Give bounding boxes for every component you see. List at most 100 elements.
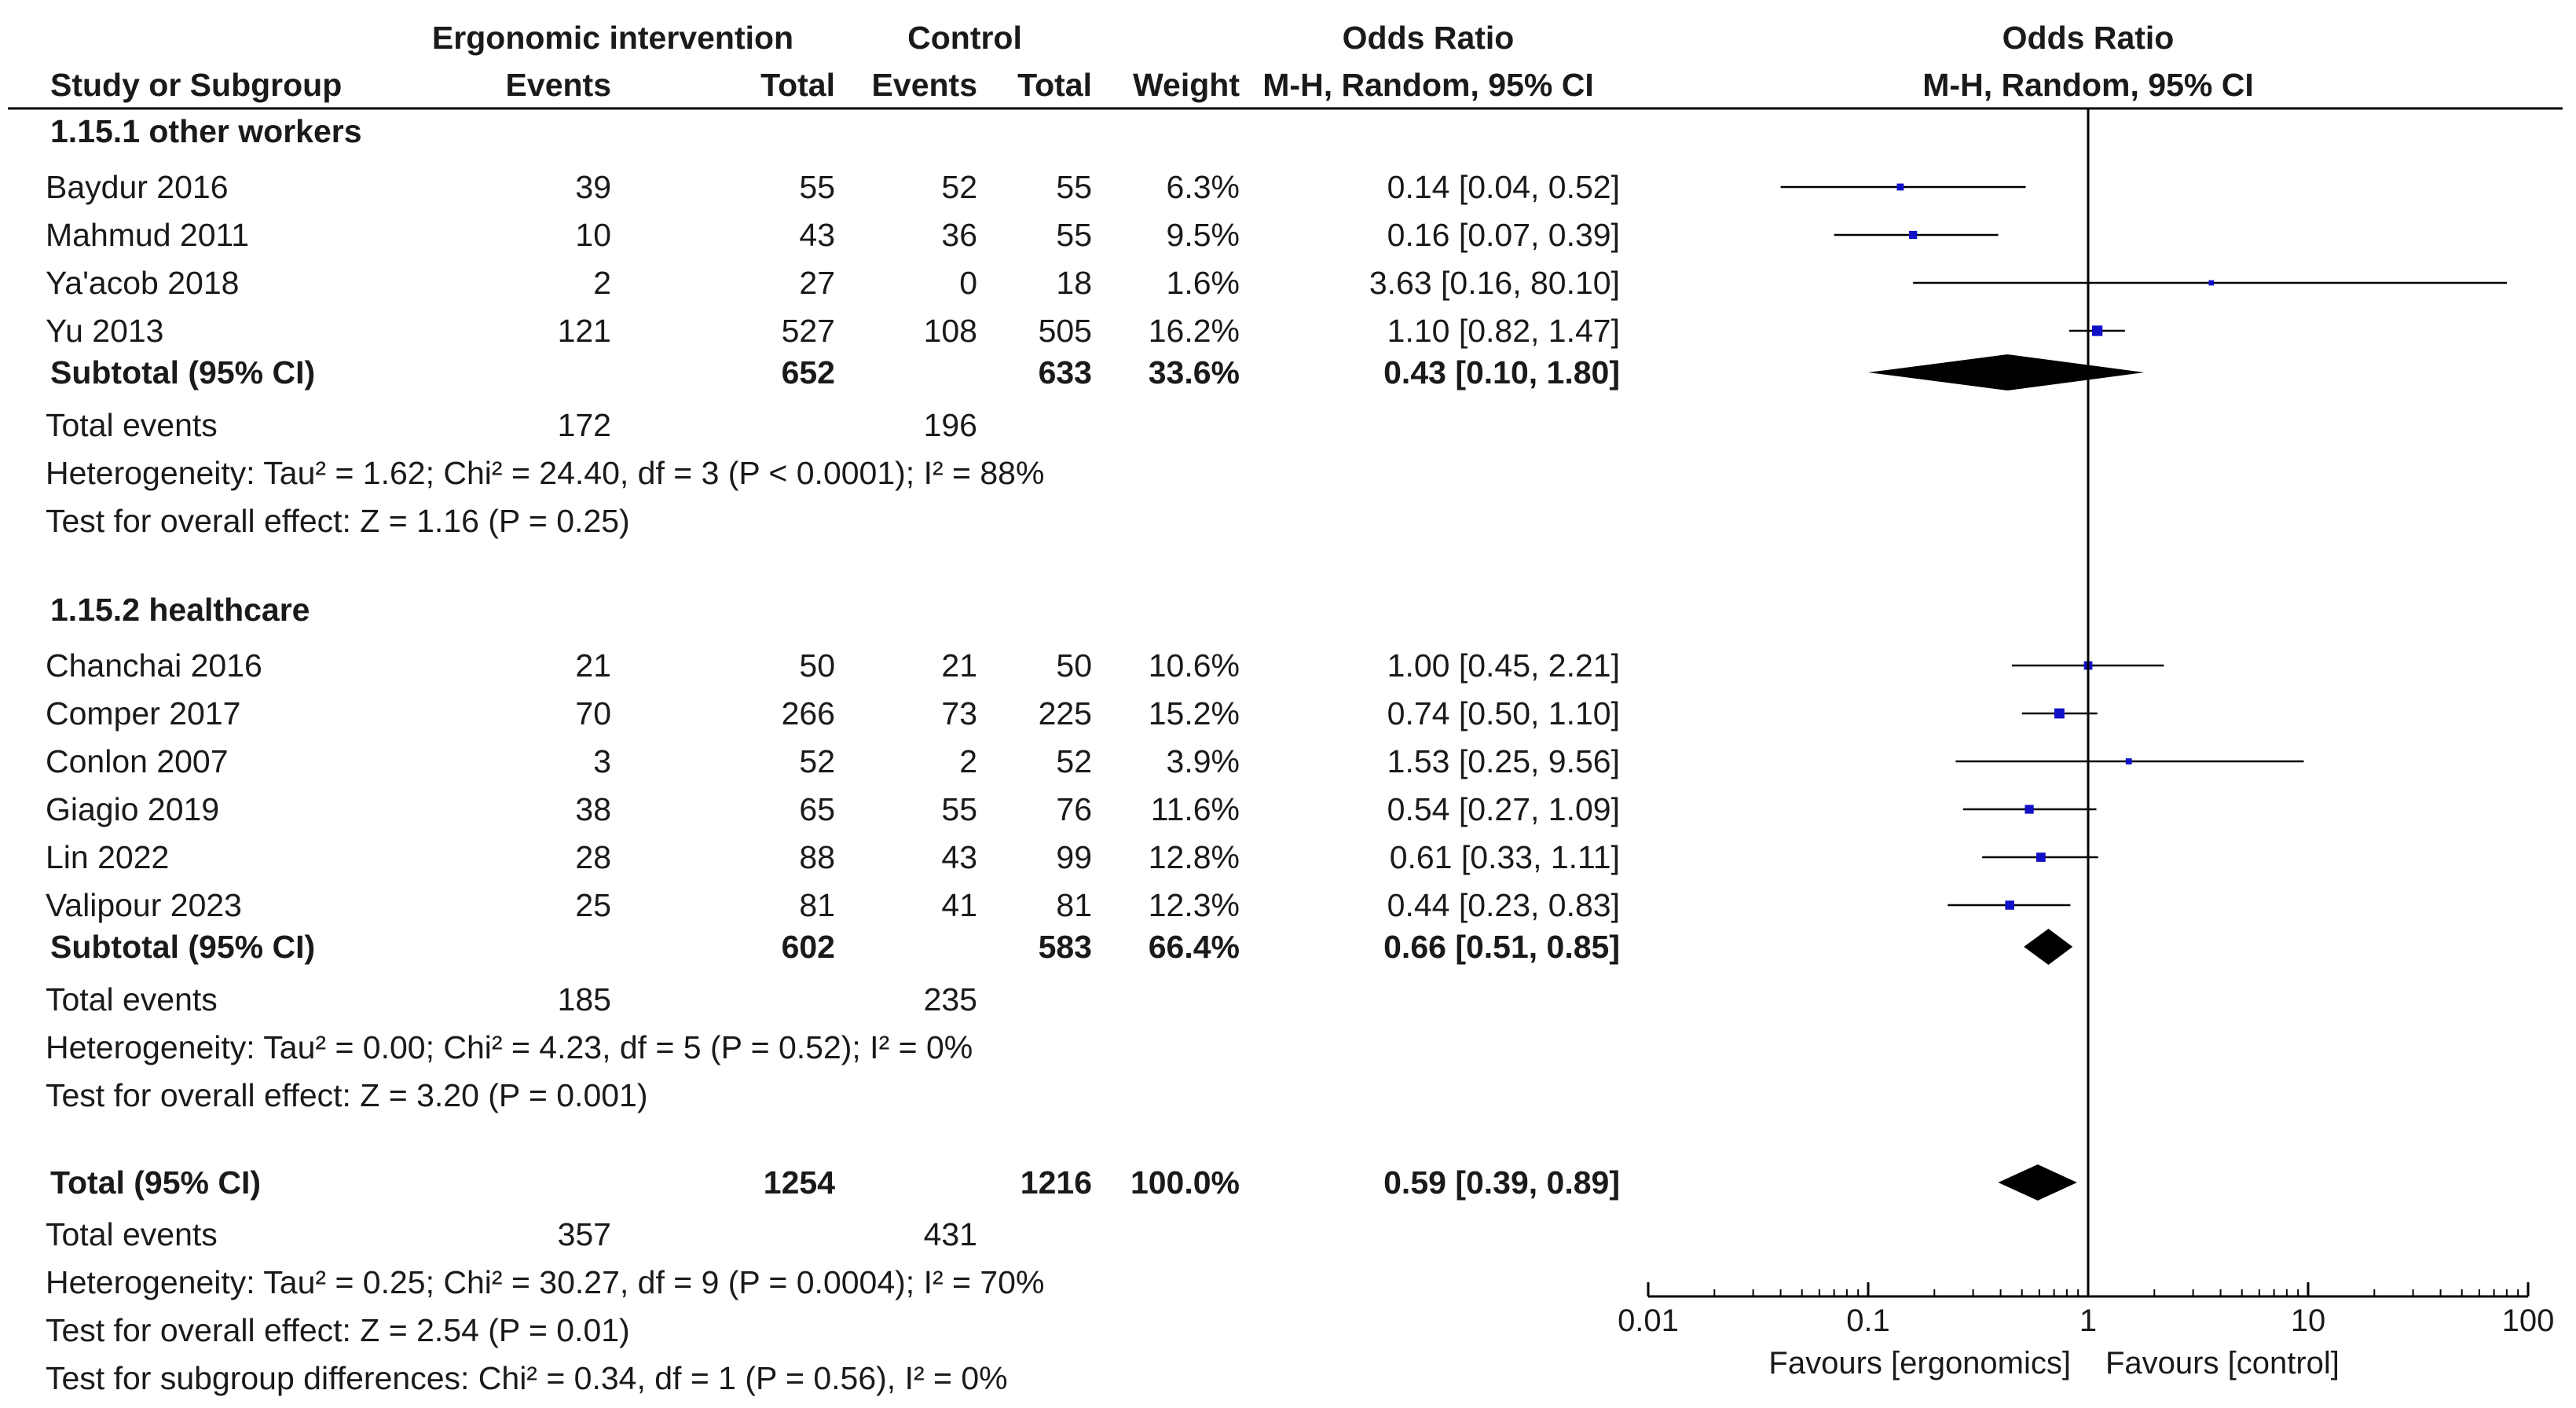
x-tick-label: 0.1 xyxy=(1846,1304,1890,1338)
study-marker xyxy=(2125,758,2132,764)
header-group-ctrl: Control xyxy=(907,20,1022,56)
subgroup-title: 1.15.2 healthcare xyxy=(50,592,310,628)
study-marker xyxy=(2208,280,2215,286)
header-method-plot: M-H, Random, 95% CI xyxy=(1922,67,2253,103)
study-name: Yu 2013 xyxy=(46,313,164,349)
exp-total: 43 xyxy=(799,217,835,253)
heterogeneity-text: Heterogeneity: Tau² = 1.62; Chi² = 24.40… xyxy=(46,455,1044,491)
ctrl-events: 0 xyxy=(959,265,977,301)
or-ci-value: 3.63 [0.16, 80.10] xyxy=(1369,265,1620,301)
ctrl-events: 41 xyxy=(941,887,977,923)
subtotal-label: Subtotal (95% CI) xyxy=(50,929,315,965)
header-events-ctrl: Events xyxy=(872,67,977,103)
study-marker xyxy=(2091,325,2103,336)
ctrl-events: 52 xyxy=(941,169,977,205)
weight-value: 15.2% xyxy=(1149,695,1240,732)
total-events-exp: 357 xyxy=(558,1216,611,1252)
weight-value: 6.3% xyxy=(1167,169,1240,205)
exp-events: 70 xyxy=(575,695,611,732)
exp-total: 52 xyxy=(799,743,835,779)
exp-total: 266 xyxy=(782,695,835,732)
total-events-ctrl: 431 xyxy=(924,1216,977,1252)
or-ci-value: 0.14 [0.04, 0.52] xyxy=(1387,169,1620,205)
ctrl-events: 108 xyxy=(924,313,977,349)
exp-events: 2 xyxy=(593,265,611,301)
weight-value: 10.6% xyxy=(1149,647,1240,684)
header-weight: Weight xyxy=(1133,67,1240,103)
total-label: Total (95% CI) xyxy=(50,1164,261,1201)
favours-left-label: Favours [ergonomics] xyxy=(1768,1346,2071,1380)
ctrl-total: 81 xyxy=(1056,887,1092,923)
x-tick-label: 10 xyxy=(2291,1304,2326,1338)
or-ci-value: 0.66 [0.51, 0.85] xyxy=(1383,929,1620,965)
exp-events: 10 xyxy=(575,217,611,253)
exp-events: 39 xyxy=(575,169,611,205)
study-name: Comper 2017 xyxy=(46,695,240,732)
ctrl-total: 50 xyxy=(1056,647,1092,684)
or-ci-value: 0.44 [0.23, 0.83] xyxy=(1387,887,1620,923)
subtotal-diamond xyxy=(1868,354,2145,390)
total-events-exp: 185 xyxy=(558,981,611,1018)
or-ci-value: 0.54 [0.27, 1.09] xyxy=(1387,791,1620,827)
exp-total: 65 xyxy=(799,791,835,827)
study-name: Giagio 2019 xyxy=(46,791,219,827)
exp-total: 50 xyxy=(799,647,835,684)
header-or-table: Odds Ratio xyxy=(1343,20,1515,56)
subgroup-diff-text: Test for subgroup differences: Chi² = 0.… xyxy=(46,1360,1008,1396)
ctrl-total: 583 xyxy=(1039,929,1092,965)
or-ci-value: 0.61 [0.33, 1.11] xyxy=(1390,839,1620,875)
weight-value: 33.6% xyxy=(1149,354,1240,390)
exp-total: 602 xyxy=(782,929,835,965)
exp-total: 55 xyxy=(799,169,835,205)
header-method-table: M-H, Random, 95% CI xyxy=(1262,67,1593,103)
exp-events: 38 xyxy=(575,791,611,827)
study-name: Mahmud 2011 xyxy=(46,217,249,253)
total-events-label: Total events xyxy=(46,407,218,443)
ctrl-total: 52 xyxy=(1056,743,1092,779)
or-ci-value: 0.59 [0.39, 0.89] xyxy=(1383,1164,1620,1201)
header-group-exp: Ergonomic intervention xyxy=(432,20,793,56)
exp-events: 21 xyxy=(575,647,611,684)
or-ci-value: 0.74 [0.50, 1.10] xyxy=(1387,695,1620,732)
ctrl-events: 73 xyxy=(941,695,977,732)
x-tick-label: 100 xyxy=(2502,1304,2555,1338)
weight-value: 1.6% xyxy=(1167,265,1240,301)
or-ci-value: 0.16 [0.07, 0.39] xyxy=(1387,217,1620,253)
header-total-exp: Total xyxy=(760,67,835,103)
ctrl-events: 36 xyxy=(941,217,977,253)
study-name: Ya'acob 2018 xyxy=(46,265,239,301)
total-events-ctrl: 235 xyxy=(924,981,977,1018)
exp-total: 27 xyxy=(799,265,835,301)
exp-events: 121 xyxy=(558,313,611,349)
header-or-plot: Odds Ratio xyxy=(2003,20,2175,56)
ctrl-total: 55 xyxy=(1056,217,1092,253)
exp-total: 81 xyxy=(799,887,835,923)
or-ci-value: 1.10 [0.82, 1.47] xyxy=(1387,313,1620,349)
exp-total: 652 xyxy=(782,354,835,390)
table-rows: 1.15.1 other workers Baydur 2016 39 55 52 55 6… xyxy=(46,113,1620,1396)
study-name: Valipour 2023 xyxy=(46,887,242,923)
study-marker xyxy=(2036,852,2046,862)
ctrl-total: 76 xyxy=(1056,791,1092,827)
exp-events: 28 xyxy=(575,839,611,875)
ctrl-total: 99 xyxy=(1056,839,1092,875)
overall-effect-text: Test for overall effect: Z = 3.20 (P = 0… xyxy=(46,1077,648,1113)
ctrl-events: 55 xyxy=(941,791,977,827)
subtotal-label: Subtotal (95% CI) xyxy=(50,354,315,390)
exp-total: 88 xyxy=(799,839,835,875)
weight-value: 12.8% xyxy=(1149,839,1240,875)
study-marker xyxy=(1896,183,1904,191)
weight-value: 100.0% xyxy=(1130,1164,1240,1201)
exp-events: 25 xyxy=(575,887,611,923)
x-tick-label: 1 xyxy=(2079,1304,2097,1338)
overall-effect-text: Test for overall effect: Z = 2.54 (P = 0… xyxy=(46,1312,630,1348)
total-events-label: Total events xyxy=(46,981,218,1018)
favours-right-label: Favours [control] xyxy=(2105,1346,2340,1380)
plot-area: 0.01 0.1 1 10 100 Favours [ergonomics] Favours… xyxy=(1618,108,2554,1380)
study-name: Lin 2022 xyxy=(46,839,169,875)
overall-effect-text: Test for overall effect: Z = 1.16 (P = 0… xyxy=(46,503,630,539)
ctrl-events: 2 xyxy=(959,743,977,779)
total-events-ctrl: 196 xyxy=(924,407,977,443)
header-events-exp: Events xyxy=(506,67,611,103)
